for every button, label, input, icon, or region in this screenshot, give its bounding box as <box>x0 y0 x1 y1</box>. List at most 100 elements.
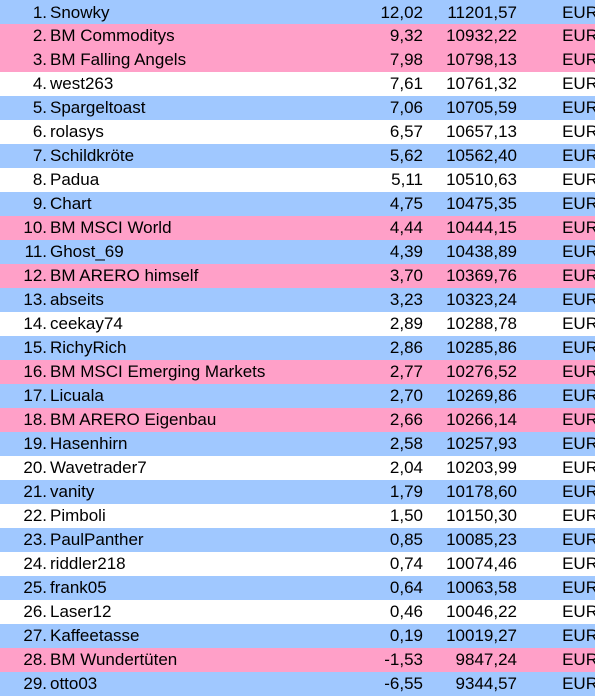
percent-change-cell: 7,06 <box>357 96 423 120</box>
percent-change-cell: 0,46 <box>357 600 423 624</box>
name-cell: BM ARERO himself <box>50 264 357 288</box>
rank-cell: 1. <box>0 0 50 24</box>
name-cell: Schildkröte <box>50 144 357 168</box>
table-row: 3. BM Falling Angels 7,98 10798,13 EUR <box>0 48 595 72</box>
rank-cell: 2. <box>0 24 50 48</box>
name-cell: Wavetrader7 <box>50 456 357 480</box>
portfolio-value-cell: 10475,35 <box>423 192 517 216</box>
rank-cell: 5. <box>0 96 50 120</box>
currency-cell: EUR <box>517 384 595 408</box>
table-row: 10. BM MSCI World 4,44 10444,15 EUR <box>0 216 595 240</box>
portfolio-value-cell: 10444,15 <box>423 216 517 240</box>
rank-cell: 11. <box>0 240 50 264</box>
table-row: 9. Chart 4,75 10475,35 EUR <box>0 192 595 216</box>
portfolio-value-cell: 10438,89 <box>423 240 517 264</box>
table-row: 22. Pimboli 1,50 10150,30 EUR <box>0 504 595 528</box>
currency-cell: EUR <box>517 504 595 528</box>
portfolio-value-cell: 10257,93 <box>423 432 517 456</box>
currency-cell: EUR <box>517 24 595 48</box>
table-row: 1. Snowky 12,02 11201,57 EUR <box>0 0 595 24</box>
percent-change-cell: 12,02 <box>357 0 423 24</box>
rank-cell: 14. <box>0 312 50 336</box>
portfolio-value-cell: 10203,99 <box>423 456 517 480</box>
percent-change-cell: 2,66 <box>357 408 423 432</box>
table-row: 18. BM ARERO Eigenbau 2,66 10266,14 EUR <box>0 408 595 432</box>
table-row: 5. Spargeltoast 7,06 10705,59 EUR <box>0 96 595 120</box>
table-row: 4. west263 7,61 10761,32 EUR <box>0 72 595 96</box>
portfolio-value-cell: 10269,86 <box>423 384 517 408</box>
name-cell: Padua <box>50 168 357 192</box>
rank-cell: 6. <box>0 120 50 144</box>
percent-change-cell: 2,89 <box>357 312 423 336</box>
currency-cell: EUR <box>517 456 595 480</box>
name-cell: Pimboli <box>50 504 357 528</box>
percent-change-cell: 4,44 <box>357 216 423 240</box>
rank-cell: 15. <box>0 336 50 360</box>
name-cell: frank05 <box>50 576 357 600</box>
currency-cell: EUR <box>517 216 595 240</box>
rank-cell: 12. <box>0 264 50 288</box>
name-cell: rolasys <box>50 120 357 144</box>
percent-change-cell: 7,98 <box>357 48 423 72</box>
percent-change-cell: 0,64 <box>357 576 423 600</box>
currency-cell: EUR <box>517 576 595 600</box>
name-cell: BM Wundertüten <box>50 648 357 672</box>
rank-cell: 29. <box>0 672 50 696</box>
rank-cell: 26. <box>0 600 50 624</box>
table-row: 25. frank05 0,64 10063,58 EUR <box>0 576 595 600</box>
rank-cell: 24. <box>0 552 50 576</box>
percent-change-cell: 2,70 <box>357 384 423 408</box>
table-row: 24. riddler218 0,74 10074,46 EUR <box>0 552 595 576</box>
currency-cell: EUR <box>517 648 595 672</box>
table-row: 13. abseits 3,23 10323,24 EUR <box>0 288 595 312</box>
portfolio-value-cell: 10288,78 <box>423 312 517 336</box>
currency-cell: EUR <box>517 120 595 144</box>
currency-cell: EUR <box>517 480 595 504</box>
table-row: 20. Wavetrader7 2,04 10203,99 EUR <box>0 456 595 480</box>
portfolio-value-cell: 10510,63 <box>423 168 517 192</box>
currency-cell: EUR <box>517 360 595 384</box>
currency-cell: EUR <box>517 264 595 288</box>
portfolio-value-cell: 10761,32 <box>423 72 517 96</box>
rank-cell: 13. <box>0 288 50 312</box>
percent-change-cell: 1,50 <box>357 504 423 528</box>
percent-change-cell: 6,57 <box>357 120 423 144</box>
name-cell: BM ARERO Eigenbau <box>50 408 357 432</box>
table-row: 21. vanity 1,79 10178,60 EUR <box>0 480 595 504</box>
name-cell: Snowky <box>50 0 357 24</box>
portfolio-value-cell: 10932,22 <box>423 24 517 48</box>
table-row: 8. Padua 5,11 10510,63 EUR <box>0 168 595 192</box>
percent-change-cell: -6,55 <box>357 672 423 696</box>
table-row: 28. BM Wundertüten -1,53 9847,24 EUR <box>0 648 595 672</box>
portfolio-value-cell: 10074,46 <box>423 552 517 576</box>
currency-cell: EUR <box>517 336 595 360</box>
portfolio-value-cell: 10150,30 <box>423 504 517 528</box>
percent-change-cell: 2,58 <box>357 432 423 456</box>
rank-cell: 8. <box>0 168 50 192</box>
portfolio-value-cell: 10705,59 <box>423 96 517 120</box>
name-cell: Laser12 <box>50 600 357 624</box>
portfolio-value-cell: 10178,60 <box>423 480 517 504</box>
rank-cell: 16. <box>0 360 50 384</box>
name-cell: Spargeltoast <box>50 96 357 120</box>
currency-cell: EUR <box>517 168 595 192</box>
table-row: 2. BM Commoditys 9,32 10932,22 EUR <box>0 24 595 48</box>
name-cell: BM MSCI Emerging Markets <box>50 360 357 384</box>
percent-change-cell: 5,11 <box>357 168 423 192</box>
percent-change-cell: 2,04 <box>357 456 423 480</box>
currency-cell: EUR <box>517 312 595 336</box>
rank-cell: 7. <box>0 144 50 168</box>
portfolio-value-cell: 10046,22 <box>423 600 517 624</box>
portfolio-value-cell: 9847,24 <box>423 648 517 672</box>
name-cell: Licuala <box>50 384 357 408</box>
currency-cell: EUR <box>517 624 595 648</box>
name-cell: BM Commoditys <box>50 24 357 48</box>
currency-cell: EUR <box>517 96 595 120</box>
rank-cell: 20. <box>0 456 50 480</box>
currency-cell: EUR <box>517 552 595 576</box>
name-cell: Ghost_69 <box>50 240 357 264</box>
table-row: 11. Ghost_69 4,39 10438,89 EUR <box>0 240 595 264</box>
currency-cell: EUR <box>517 432 595 456</box>
currency-cell: EUR <box>517 72 595 96</box>
name-cell: BM MSCI World <box>50 216 357 240</box>
